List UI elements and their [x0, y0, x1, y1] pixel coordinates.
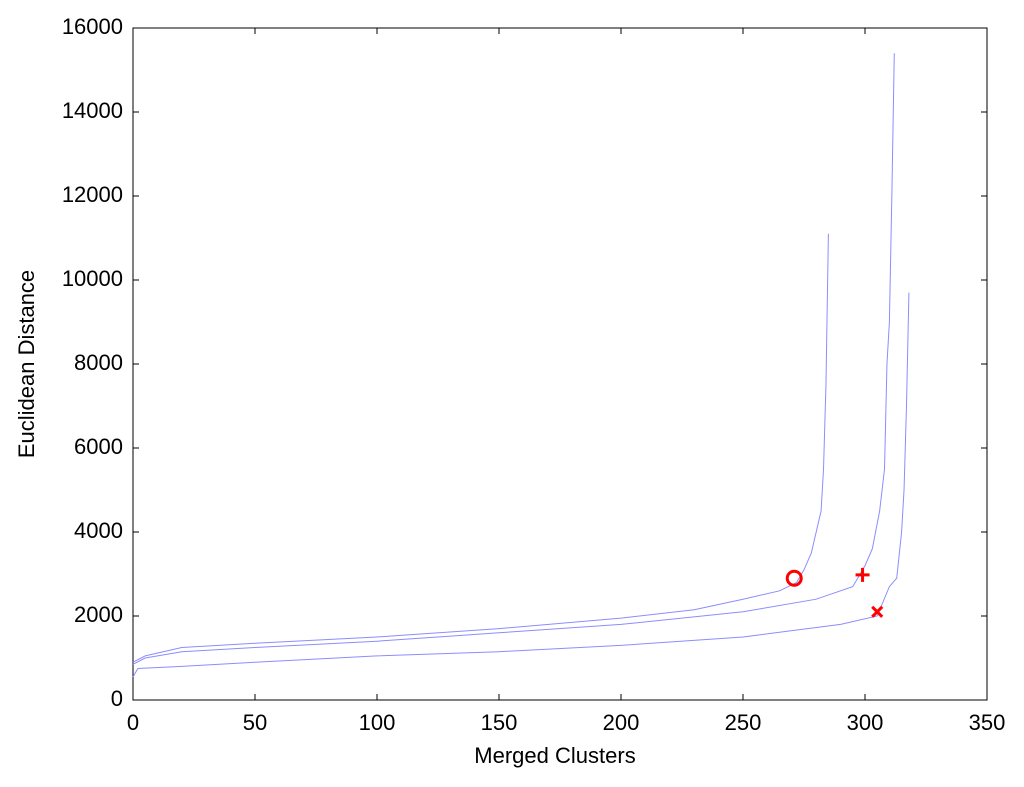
x-axis-label: Merged Clusters: [474, 743, 635, 768]
y-tick-label: 14000: [62, 98, 123, 123]
x-tick-label: 150: [481, 710, 518, 735]
y-tick-label: 2000: [74, 602, 123, 627]
plot-area: [132, 27, 988, 701]
x-tick-label: 350: [969, 710, 1006, 735]
y-tick-label: 12000: [62, 182, 123, 207]
y-tick-label: 16000: [62, 14, 123, 39]
x-tick-label: 0: [127, 710, 139, 735]
marker-plus: [855, 567, 870, 582]
y-tick-label: 4000: [74, 518, 123, 543]
x-tick-label: 250: [725, 710, 762, 735]
line: [132, 233, 829, 663]
line: [132, 292, 910, 678]
marker-cross: [871, 605, 884, 618]
line: [132, 53, 895, 665]
x-tick-label: 50: [243, 710, 267, 735]
y-tick-label: 6000: [74, 434, 123, 459]
y-tick-label: 0: [111, 686, 123, 711]
x-tick-label: 200: [603, 710, 640, 735]
x-tick-label: 100: [359, 710, 396, 735]
x-tick-label: 300: [847, 710, 884, 735]
y-tick-label: 10000: [62, 266, 123, 291]
y-axis-label: Euclidean Distance: [14, 270, 39, 458]
y-tick-label: 8000: [74, 350, 123, 375]
marker-circle: [785, 569, 803, 587]
